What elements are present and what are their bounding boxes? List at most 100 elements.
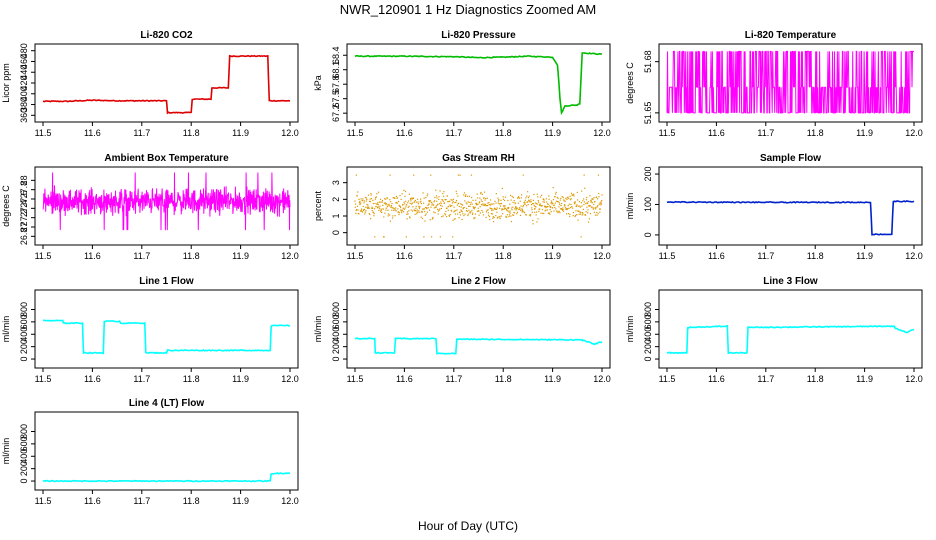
series-point (387, 209, 389, 211)
series-point (517, 197, 519, 199)
series-point (562, 208, 564, 211)
series-point (436, 200, 438, 202)
series-point (451, 204, 453, 207)
x-tick-label: 11.9 (544, 251, 561, 261)
series-point (536, 193, 538, 195)
series-point (590, 200, 592, 202)
series-point (564, 207, 567, 209)
x-tick-label: 11.5 (347, 128, 364, 138)
series-point (452, 236, 454, 238)
series-point (362, 205, 364, 208)
y-tick-label: 67.2 (331, 104, 341, 122)
series-point (537, 218, 539, 220)
series-point (559, 208, 562, 210)
series-point (504, 196, 506, 198)
series-point (356, 195, 358, 197)
series-point (421, 211, 423, 213)
series-point (372, 202, 374, 205)
series-point (367, 207, 369, 209)
series-point (504, 207, 506, 209)
series-point (547, 203, 549, 205)
series-point (593, 203, 595, 206)
series-point (494, 208, 497, 210)
series-point (430, 236, 433, 238)
series-point (403, 189, 405, 191)
series-point (573, 201, 575, 203)
series-point (492, 217, 494, 219)
series-point (523, 201, 525, 203)
series-point (562, 196, 564, 199)
series-point (475, 202, 478, 204)
series-point (544, 206, 547, 208)
series-point (533, 193, 535, 196)
series-point (424, 206, 427, 209)
series-point (381, 211, 383, 214)
series-point (416, 198, 419, 200)
series-point (415, 201, 418, 203)
series (354, 174, 603, 238)
series-point (490, 207, 492, 210)
series-point (545, 198, 547, 200)
series-point (599, 211, 601, 213)
x-tick-label: 12.0 (905, 374, 923, 384)
series-point (404, 203, 406, 205)
series-point (558, 206, 560, 208)
series-point (405, 200, 407, 202)
series-point (536, 221, 538, 223)
series-point (386, 204, 388, 206)
series-point (488, 214, 490, 216)
x-tick-label: 11.9 (544, 374, 561, 384)
series-point (572, 207, 574, 209)
series-point (462, 213, 464, 215)
series-point (511, 209, 513, 211)
series-point (507, 207, 510, 210)
series-point (499, 205, 502, 207)
series-point (497, 200, 500, 202)
y-tick-label: 68.4 (331, 46, 341, 64)
series-point (578, 213, 580, 215)
series-point (561, 209, 564, 211)
series-point (437, 213, 439, 215)
series-point (553, 204, 555, 206)
series-point (426, 195, 428, 197)
series-point (518, 208, 520, 210)
series-point (424, 214, 426, 216)
series-point (414, 210, 416, 212)
series-point (587, 212, 589, 214)
series-point (407, 202, 409, 204)
series-point (514, 202, 516, 204)
series-point (519, 208, 521, 210)
series-point (392, 215, 394, 217)
series-point (546, 206, 548, 208)
series-point (447, 201, 449, 203)
y-tick-label: 800 (331, 302, 341, 317)
series-point (539, 208, 541, 210)
series-point (382, 208, 384, 210)
series-point (444, 199, 446, 201)
series-point (543, 201, 545, 203)
series-point (479, 212, 482, 214)
x-tick-label: 11.5 (347, 251, 364, 261)
series-point (557, 211, 559, 214)
series-point (488, 201, 490, 204)
y-tick-label: 800 (643, 302, 653, 317)
y-axis-label: ml/min (625, 193, 635, 220)
series-point (419, 206, 421, 208)
series (666, 50, 914, 114)
series-point (587, 201, 589, 203)
series-point (402, 211, 405, 213)
series-point (585, 199, 587, 201)
series-point (367, 204, 369, 206)
y-axis-label: kPa (313, 75, 323, 91)
y-axis-label: ml/min (313, 316, 323, 343)
series-point (589, 205, 591, 207)
series-point (528, 199, 530, 202)
series-point (389, 174, 391, 176)
x-tick-label: 12.0 (905, 128, 923, 138)
series-point (484, 204, 486, 206)
series-point (560, 197, 562, 200)
series-point (412, 206, 414, 208)
plot-frame (34, 166, 299, 246)
series-point (408, 193, 410, 195)
series-point (413, 209, 415, 211)
